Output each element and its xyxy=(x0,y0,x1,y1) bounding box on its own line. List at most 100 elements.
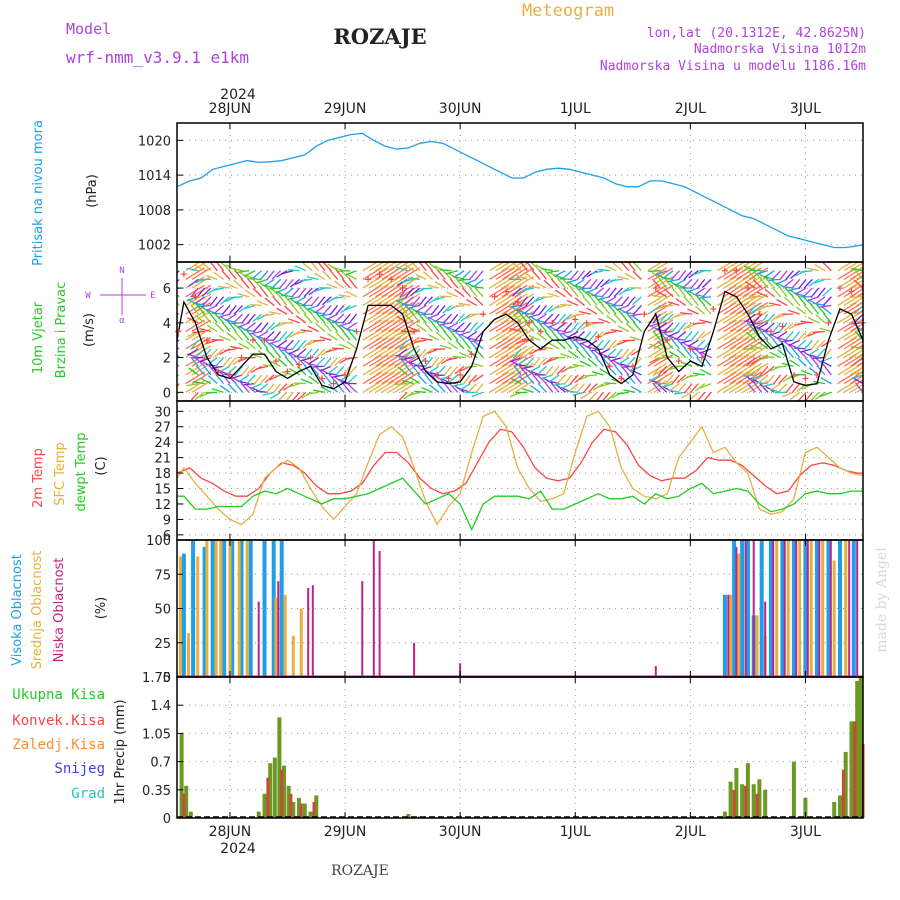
wind-barb xyxy=(344,356,357,360)
gust-marker xyxy=(272,358,279,365)
wind-barb xyxy=(647,354,667,367)
wind-barb xyxy=(559,278,572,281)
wind-barb xyxy=(375,336,395,350)
wind-barb xyxy=(335,331,345,341)
wind-barb xyxy=(850,349,863,359)
wind-barb xyxy=(797,295,807,306)
wind-barb xyxy=(313,287,326,293)
wind-barb xyxy=(281,294,294,298)
wind-barb xyxy=(375,328,395,341)
temp-ylabel-2m: 2m Temp xyxy=(31,448,46,508)
wind-barb xyxy=(783,340,794,350)
wind-barb xyxy=(368,284,389,298)
wind-barb xyxy=(410,287,421,297)
wind-barb xyxy=(398,391,408,401)
cloud-mid-bar xyxy=(214,540,218,677)
wind-barb xyxy=(314,304,326,314)
wind-barb xyxy=(550,382,560,393)
wind-barb xyxy=(701,278,712,289)
cloud-mid-bar xyxy=(245,540,249,677)
wind-barb xyxy=(549,271,560,280)
wind-barb xyxy=(607,339,617,350)
wind-barb xyxy=(765,322,775,332)
wind-barb xyxy=(843,262,860,272)
wind-barb xyxy=(756,291,769,298)
wind-barb xyxy=(681,391,693,399)
wind-barb xyxy=(586,307,598,315)
wind-barb xyxy=(237,270,250,274)
top-day-label: 2JUL xyxy=(675,101,706,117)
wind-barb xyxy=(729,276,750,289)
wind-barb xyxy=(473,296,484,306)
legend-snow: Snijeg xyxy=(54,761,105,777)
wind-barb xyxy=(572,391,585,396)
wind-barb xyxy=(442,304,452,314)
wind-barb xyxy=(396,296,408,303)
wind-barb xyxy=(418,262,427,272)
wind-barb xyxy=(265,383,275,394)
y-tick-label: 1014 xyxy=(138,169,171,184)
wind-barb xyxy=(695,305,706,315)
wind-barb xyxy=(191,302,212,315)
wind-barb xyxy=(414,339,427,343)
wind-barb xyxy=(607,304,617,315)
wind-barb xyxy=(489,371,509,385)
wind-barb xyxy=(856,283,863,289)
wind-barb xyxy=(489,336,509,350)
wind-barb xyxy=(850,279,863,289)
wind-barb xyxy=(516,324,528,333)
precip-total-bar xyxy=(308,811,313,818)
cloud-mid-bar xyxy=(291,635,295,677)
precip-total-bar xyxy=(179,733,184,818)
wind-barb xyxy=(699,348,712,354)
wind-barb xyxy=(538,305,547,316)
wind-barb xyxy=(765,331,775,341)
wind-barb xyxy=(375,302,395,315)
gust-marker xyxy=(468,351,475,358)
wind-barb xyxy=(525,262,535,272)
cloud-high-bar xyxy=(780,540,785,677)
wind-barb xyxy=(693,270,705,276)
wind-barb xyxy=(521,312,534,315)
wind-barb xyxy=(394,267,414,280)
wind-barb xyxy=(185,354,205,367)
model-name: wrf-nmm_v3.9.1 e1km xyxy=(66,48,249,67)
wind-barb xyxy=(736,345,756,359)
wind-barb xyxy=(177,353,180,358)
wind-barb xyxy=(335,305,345,315)
wind-barb xyxy=(262,313,275,317)
wind-barb xyxy=(769,330,781,336)
wind-barb xyxy=(512,262,522,272)
wind-barb xyxy=(647,336,667,350)
wind-barb xyxy=(218,285,231,289)
wind-barb xyxy=(749,322,762,326)
temp-sfc-line xyxy=(176,410,864,526)
wind-barb xyxy=(723,267,743,280)
wind-barb xyxy=(763,270,775,278)
wind-barb xyxy=(368,380,389,393)
wind-barb xyxy=(395,266,408,272)
wind-barb xyxy=(516,304,528,312)
cloud-ylabel-mid: Srednja Oblacnost xyxy=(30,551,45,670)
wind-barb xyxy=(264,297,275,306)
wind-barb xyxy=(246,330,256,341)
wind-barb xyxy=(856,344,863,350)
y-tick-label: 1002 xyxy=(138,239,171,254)
wind-barb xyxy=(551,313,560,324)
wind-barb xyxy=(772,374,782,385)
wind-barb xyxy=(671,374,680,385)
wind-barb xyxy=(368,354,389,367)
wind-barb xyxy=(436,382,446,393)
wind-barb xyxy=(852,377,863,385)
wind-barb xyxy=(690,278,699,290)
cloud-mid-bar xyxy=(299,608,303,677)
grid-layer xyxy=(177,123,863,819)
cloud-mid-bar xyxy=(274,597,278,677)
wind-barb xyxy=(538,269,547,280)
wind-barb xyxy=(576,270,585,281)
wind-barb xyxy=(790,270,801,279)
wind-barb xyxy=(465,278,478,285)
wind-barb xyxy=(630,385,642,393)
wind-barb xyxy=(509,327,522,333)
wind-barb xyxy=(575,331,585,341)
